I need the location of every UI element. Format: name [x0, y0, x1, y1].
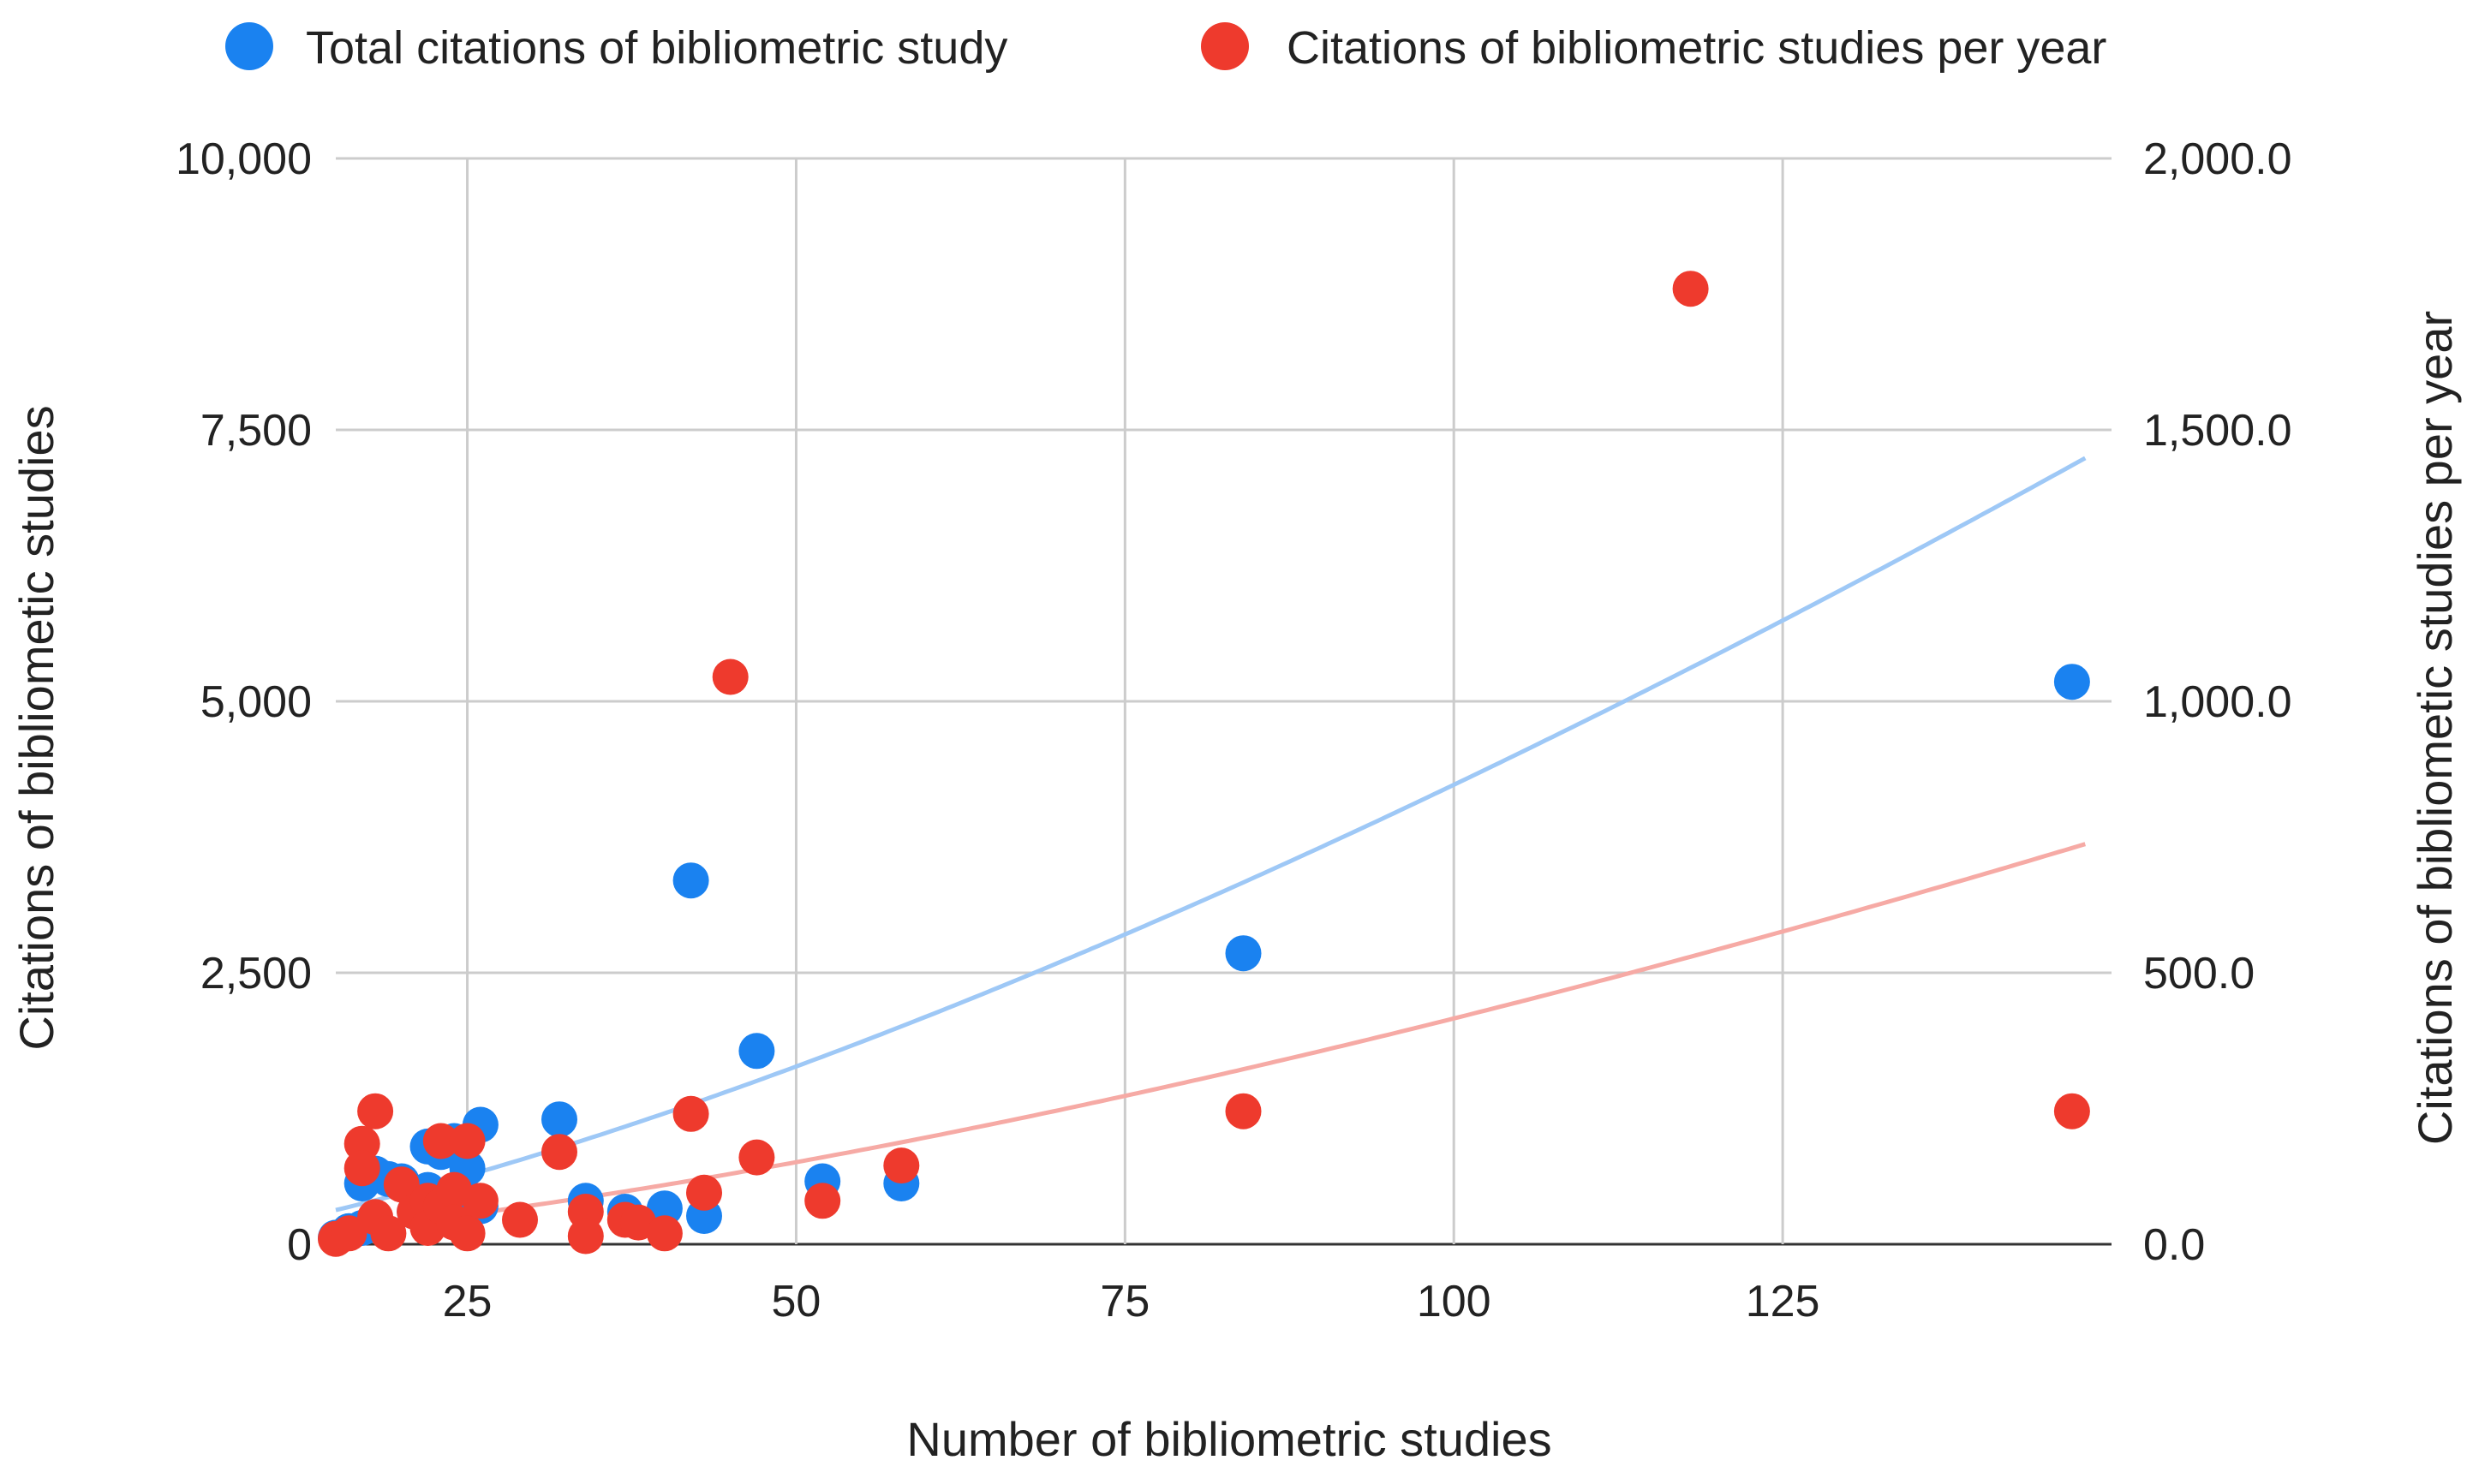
point-citations-per-year[interactable]	[422, 1123, 459, 1159]
point-citations-per-year[interactable]	[383, 1166, 420, 1203]
point-citations-per-year[interactable]	[712, 659, 749, 695]
y-left-tick-label: 2,500	[200, 949, 312, 998]
y-right-tick-label: 500.0	[2143, 949, 2255, 998]
point-citations-per-year[interactable]	[1672, 271, 1709, 307]
point-total-citations[interactable]	[672, 862, 709, 899]
trendline-citations-per-year	[335, 842, 2087, 1232]
point-citations-per-year[interactable]	[449, 1215, 486, 1252]
point-citations-per-year[interactable]	[738, 1139, 775, 1176]
y-axis-left-title: Citations of bibliometic studies	[9, 405, 63, 1050]
y-left-tick-label: 0	[287, 1220, 312, 1270]
x-tick-label: 25	[443, 1277, 493, 1326]
point-citations-per-year[interactable]	[883, 1147, 920, 1184]
point-citations-per-year[interactable]	[672, 1095, 709, 1132]
legend-swatch-citations-per-year	[1201, 22, 1249, 70]
trendlines	[335, 456, 2087, 1232]
point-total-citations[interactable]	[1225, 935, 1262, 972]
x-tick-label: 125	[1746, 1277, 1820, 1326]
y-left-tick-label: 7,500	[200, 406, 312, 456]
legend-label-total-citations: Total citations of bibliometric study	[306, 22, 1007, 74]
point-citations-per-year[interactable]	[646, 1215, 683, 1252]
point-citations-per-year[interactable]	[462, 1183, 499, 1219]
y-axis-right-title: Citations of bibliometic studies per yea…	[2408, 311, 2462, 1145]
legend[interactable]: Total citations of bibliometric study Ci…	[225, 22, 2106, 74]
x-tick-label: 75	[1100, 1277, 1150, 1326]
y-right-tick-label: 2,000.0	[2143, 134, 2292, 184]
x-tick-label: 100	[1417, 1277, 1491, 1326]
legend-label-citations-per-year: Citations of bibliometric studies per ye…	[1287, 22, 2106, 74]
tick-labels: 0 2,500 5,000 7,500 10,000 0.0 500.0 1,000.0 1,5…	[176, 134, 2292, 1326]
point-total-citations[interactable]	[541, 1101, 577, 1138]
y-left-tick-label: 5,000	[200, 677, 312, 727]
y-right-tick-label: 1,500.0	[2143, 406, 2292, 456]
point-citations-per-year[interactable]	[449, 1123, 486, 1159]
y-right-tick-label: 0.0	[2143, 1220, 2205, 1270]
point-total-citations[interactable]	[646, 1190, 683, 1227]
grid-lines	[336, 157, 2112, 1246]
point-citations-per-year[interactable]	[502, 1201, 538, 1238]
point-citations-per-year[interactable]	[370, 1215, 407, 1252]
y-right-tick-label: 1,000.0	[2143, 677, 2292, 727]
point-citations-per-year[interactable]	[686, 1174, 722, 1211]
point-total-citations[interactable]	[2053, 664, 2090, 700]
y-left-tick-label: 10,000	[176, 134, 312, 184]
point-citations-per-year[interactable]	[343, 1150, 380, 1187]
point-citations-per-year[interactable]	[357, 1093, 394, 1129]
point-citations-per-year[interactable]	[1225, 1093, 1262, 1129]
x-axis-title: Number of bibliometric studies	[906, 1412, 1551, 1466]
point-citations-per-year[interactable]	[567, 1218, 604, 1255]
point-citations-per-year[interactable]	[331, 1215, 367, 1252]
point-citations-per-year[interactable]	[804, 1183, 841, 1219]
point-total-citations[interactable]	[738, 1033, 775, 1070]
point-citations-per-year[interactable]	[541, 1134, 577, 1171]
data-points	[318, 271, 2090, 1257]
trendline-total-citations	[335, 456, 2087, 1213]
legend-swatch-total-citations	[225, 22, 273, 70]
point-citations-per-year[interactable]	[2053, 1093, 2090, 1129]
x-tick-label: 50	[772, 1277, 821, 1326]
